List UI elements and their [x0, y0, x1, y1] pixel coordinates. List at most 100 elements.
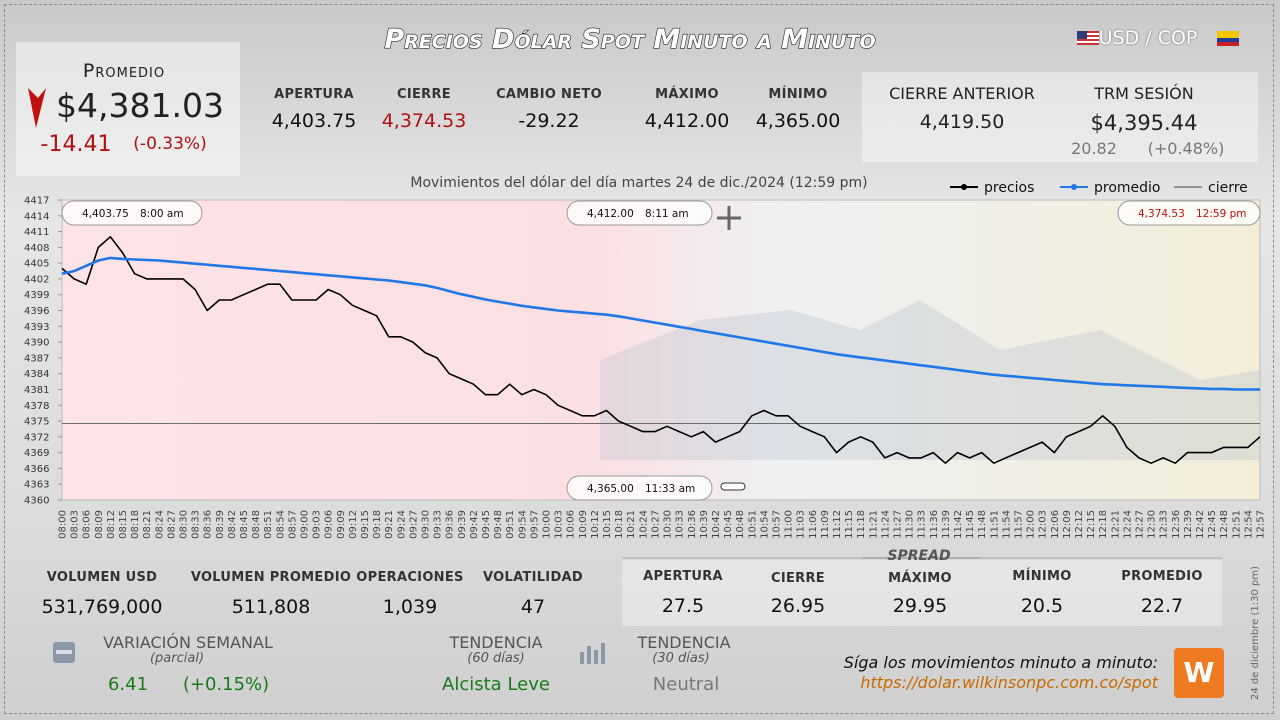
spread-value: 20.5	[1020, 595, 1064, 617]
x-tick-label: 11:12	[832, 510, 843, 539]
x-tick-label: 09:21	[384, 510, 395, 539]
y-tick-label: 4387	[24, 353, 49, 364]
spread-label: APERTURA	[643, 569, 723, 584]
x-tick-label: 08:33	[191, 510, 202, 539]
x-tick-label: 08:39	[215, 510, 226, 539]
legend-dot	[961, 184, 967, 190]
stat-change-pct: (+0.48%)	[1147, 139, 1225, 158]
date-note: 24 de diciembre (1:30 pm)	[1250, 566, 1261, 700]
spread-label: MÁXIMO	[888, 571, 952, 586]
volume-value: 47	[520, 596, 546, 618]
x-tick-label: 10:45	[723, 510, 734, 539]
x-tick-label: 09:12	[348, 510, 359, 539]
x-tick-label: 10:00	[542, 510, 553, 539]
x-tick-label: 10:42	[711, 510, 722, 539]
x-tick-label: 09:09	[336, 510, 347, 539]
y-tick-label: 4378	[24, 401, 49, 412]
stat-label: APERTURA	[274, 87, 354, 102]
us-flag	[1077, 31, 1099, 45]
spread-label: CIERRE	[771, 571, 825, 586]
y-tick-label: 4399	[24, 290, 49, 301]
x-tick-label: 11:51	[989, 510, 1000, 539]
x-tick-label: 12:48	[1219, 510, 1230, 539]
mountains	[600, 300, 1260, 460]
x-tick-label: 09:03	[312, 510, 323, 539]
x-tick-label: 10:39	[699, 510, 710, 539]
annotation-time: 8:00 am	[140, 208, 184, 220]
stat-value: 4,365.00	[755, 110, 841, 132]
stat-label: CAMBIO NETO	[496, 87, 602, 102]
x-tick-label: 11:36	[929, 510, 940, 539]
y-tick-label: 4384	[24, 369, 49, 380]
x-tick-label: 10:33	[675, 510, 686, 539]
x-tick-label: 12:24	[1122, 510, 1133, 539]
y-tick-label: 4414	[24, 211, 49, 222]
x-tick-label: 09:06	[324, 510, 335, 539]
x-tick-label: 12:36	[1171, 510, 1182, 539]
y-tick-label: 4417	[24, 196, 49, 207]
stat-label: MÁXIMO	[655, 87, 719, 102]
x-tick-label: 09:33	[433, 510, 444, 539]
x-tick-label: 11:45	[965, 510, 976, 539]
volume-label: OPERACIONES	[356, 570, 464, 585]
y-tick-label: 4405	[24, 259, 49, 270]
x-tick-label: 12:18	[1098, 510, 1109, 539]
x-tick-label: 11:18	[856, 510, 867, 539]
x-tick-label: 11:30	[905, 510, 916, 539]
stat-value: 4,374.53	[381, 110, 467, 132]
spread-value: 22.7	[1140, 595, 1184, 617]
x-tick-label: 09:45	[481, 510, 492, 539]
x-tick-label: 12:21	[1110, 510, 1121, 539]
x-tick-label: 12:03	[1038, 510, 1049, 539]
annotation-value: 4,365.00	[587, 483, 634, 495]
spread-label: MÍNIMO	[1012, 569, 1072, 584]
annotation-time: 11:33 am	[645, 483, 695, 495]
x-tick-label: 11:33	[917, 510, 928, 539]
volume-label: VOLUMEN PROMEDIO	[190, 570, 352, 585]
x-tick-label: 11:57	[1013, 510, 1024, 539]
x-tick-label: 10:57	[771, 510, 782, 539]
x-tick-label: 09:51	[505, 510, 516, 539]
y-tick-label: 4393	[24, 322, 49, 333]
footer-cta: Síga los movimientos minuto a minuto:	[843, 653, 1158, 672]
x-tick-label: 12:54	[1243, 510, 1254, 539]
annotation-box	[61, 200, 203, 226]
annotation-time: 8:11 am	[645, 208, 689, 220]
x-tick-label: 08:51	[263, 510, 274, 539]
x-tick-label: 08:24	[154, 510, 165, 539]
x-tick-label: 08:15	[118, 510, 129, 539]
trend60-note: (60 días)	[467, 651, 525, 666]
scroll-handle	[720, 482, 746, 491]
y-tick-label: 4396	[24, 306, 49, 317]
promedio-value: $4,381.03	[56, 86, 224, 125]
x-tick-label: 11:42	[953, 510, 964, 539]
x-tick-label: 12:45	[1207, 510, 1218, 539]
x-tick-label: 11:09	[820, 510, 831, 539]
crosshair-icon	[717, 206, 741, 230]
x-tick-label: 10:03	[554, 510, 565, 539]
volume-label: VOLATILIDAD	[483, 570, 583, 585]
trend30-label: TENDENCIA	[637, 633, 731, 652]
spread-value: 26.95	[770, 595, 826, 617]
spread-value: 29.95	[892, 595, 948, 617]
y-tick-label: 4372	[24, 432, 49, 443]
x-tick-label: 12:42	[1195, 510, 1206, 539]
x-tick-label: 10:48	[735, 510, 746, 539]
x-tick-label: 12:30	[1147, 510, 1158, 539]
x-tick-label: 11:24	[880, 510, 891, 539]
volume-label: VOLUMEN USD	[46, 570, 158, 585]
x-tick-label: 11:06	[808, 510, 819, 539]
x-tick-label: 08:21	[142, 510, 153, 539]
x-tick-label: 09:00	[300, 510, 311, 539]
legend-label: cierre	[1208, 180, 1248, 196]
trend30-note: (30 días)	[652, 651, 710, 666]
x-tick-label: 10:15	[602, 510, 613, 539]
x-tick-label: 08:18	[130, 510, 141, 539]
spread-title: SPREAD	[887, 548, 950, 564]
footer-url[interactable]: https://dolar.wilkinsonpc.com.co/spot	[860, 673, 1158, 692]
svg-text:W: W	[1184, 656, 1215, 689]
stat-label: MÍNIMO	[768, 87, 828, 102]
weekly-note: (parcial)	[149, 651, 205, 666]
x-tick-label: 08:06	[82, 510, 93, 539]
